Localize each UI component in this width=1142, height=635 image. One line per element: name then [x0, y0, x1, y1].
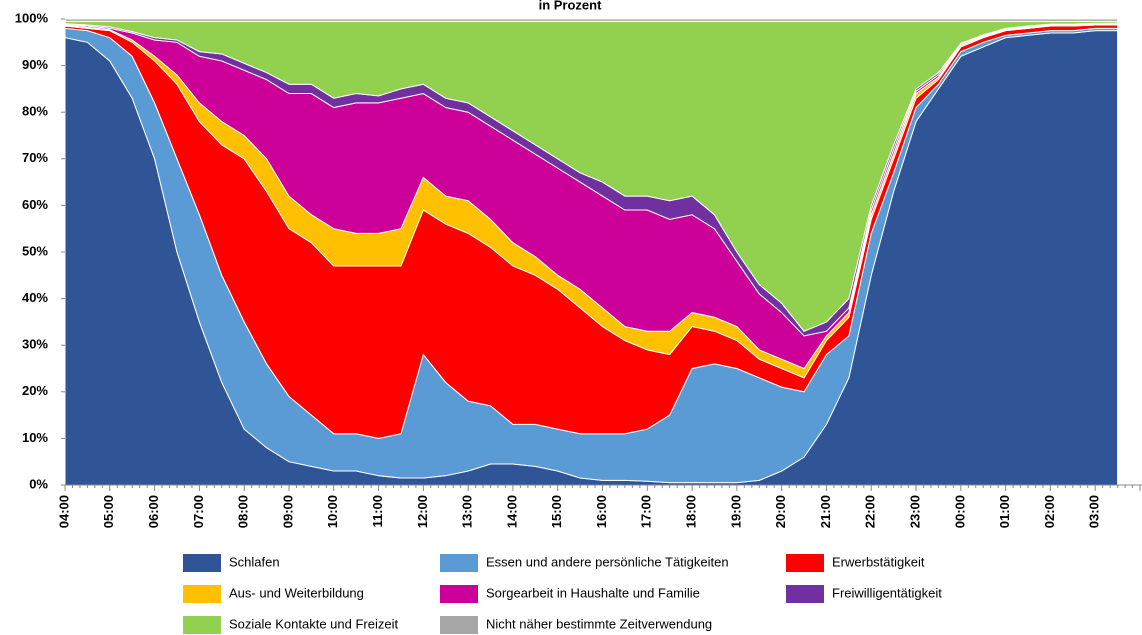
legend-swatch: [786, 585, 824, 603]
x-tick-label: 01:00: [997, 495, 1012, 528]
x-tick-label: 23:00: [907, 495, 922, 528]
legend-label: Essen und andere persönliche Tätigkeiten: [486, 554, 729, 569]
y-tick-label: 40%: [22, 290, 48, 305]
x-tick-label: 18:00: [684, 495, 699, 528]
x-tick-label: 17:00: [639, 495, 654, 528]
legend-label: Schlafen: [229, 554, 280, 569]
x-tick-label: 03:00: [1087, 495, 1102, 528]
x-tick-label: 16:00: [594, 495, 609, 528]
x-tick-label: 12:00: [415, 495, 430, 528]
x-tick-label: 22:00: [863, 495, 878, 528]
legend-swatch: [183, 616, 221, 634]
legend-swatch: [440, 585, 478, 603]
legend-swatch: [440, 616, 478, 634]
x-tick-label: 09:00: [280, 495, 295, 528]
area: [64, 18, 1119, 22]
x-tick-label: 10:00: [325, 495, 340, 528]
legend-label: Aus- und Weiterbildung: [229, 585, 364, 600]
chart-title: in Prozent: [539, 0, 603, 12]
y-tick-label: 0%: [29, 476, 48, 491]
y-tick-label: 30%: [22, 337, 48, 352]
legend-label: Freiwilligentätigkeit: [832, 585, 942, 600]
legend-label: Soziale Kontakte und Freizeit: [229, 616, 398, 631]
y-tick-label: 50%: [22, 243, 48, 258]
x-tick-label: 21:00: [818, 495, 833, 528]
legend-label: Erwerbstätigkeit: [832, 554, 925, 569]
x-tick-label: 02:00: [1042, 495, 1057, 528]
x-tick-label: 14:00: [504, 495, 519, 528]
x-tick-label: 04:00: [56, 495, 71, 528]
x-tick-label: 08:00: [236, 495, 251, 528]
legend-swatch: [183, 554, 221, 572]
x-tick-label: 15:00: [549, 495, 564, 528]
x-tick-label: 11:00: [370, 495, 385, 528]
y-tick-label: 100%: [15, 10, 49, 25]
x-tick-label: 07:00: [191, 495, 206, 528]
legend-swatch: [786, 554, 824, 572]
y-tick-label: 80%: [22, 104, 48, 119]
x-tick-label: 06:00: [146, 495, 161, 528]
y-tick-label: 70%: [22, 150, 48, 165]
y-tick-label: 60%: [22, 197, 48, 212]
legend-swatch: [440, 554, 478, 572]
y-tick-label: 20%: [22, 383, 48, 398]
x-tick-label: 05:00: [101, 495, 116, 528]
x-tick-label: 20:00: [773, 495, 788, 528]
x-tick-label: 13:00: [460, 495, 475, 528]
x-tick-label: 19:00: [728, 495, 743, 528]
y-tick-label: 10%: [22, 430, 48, 445]
x-tick-label: 00:00: [952, 495, 967, 528]
y-tick-label: 90%: [22, 57, 48, 72]
legend-label: Sorgearbeit in Haushalte und Familie: [486, 585, 700, 600]
legend-swatch: [183, 585, 221, 603]
legend-label: Nicht näher bestimmte Zeitverwendung: [486, 616, 712, 631]
